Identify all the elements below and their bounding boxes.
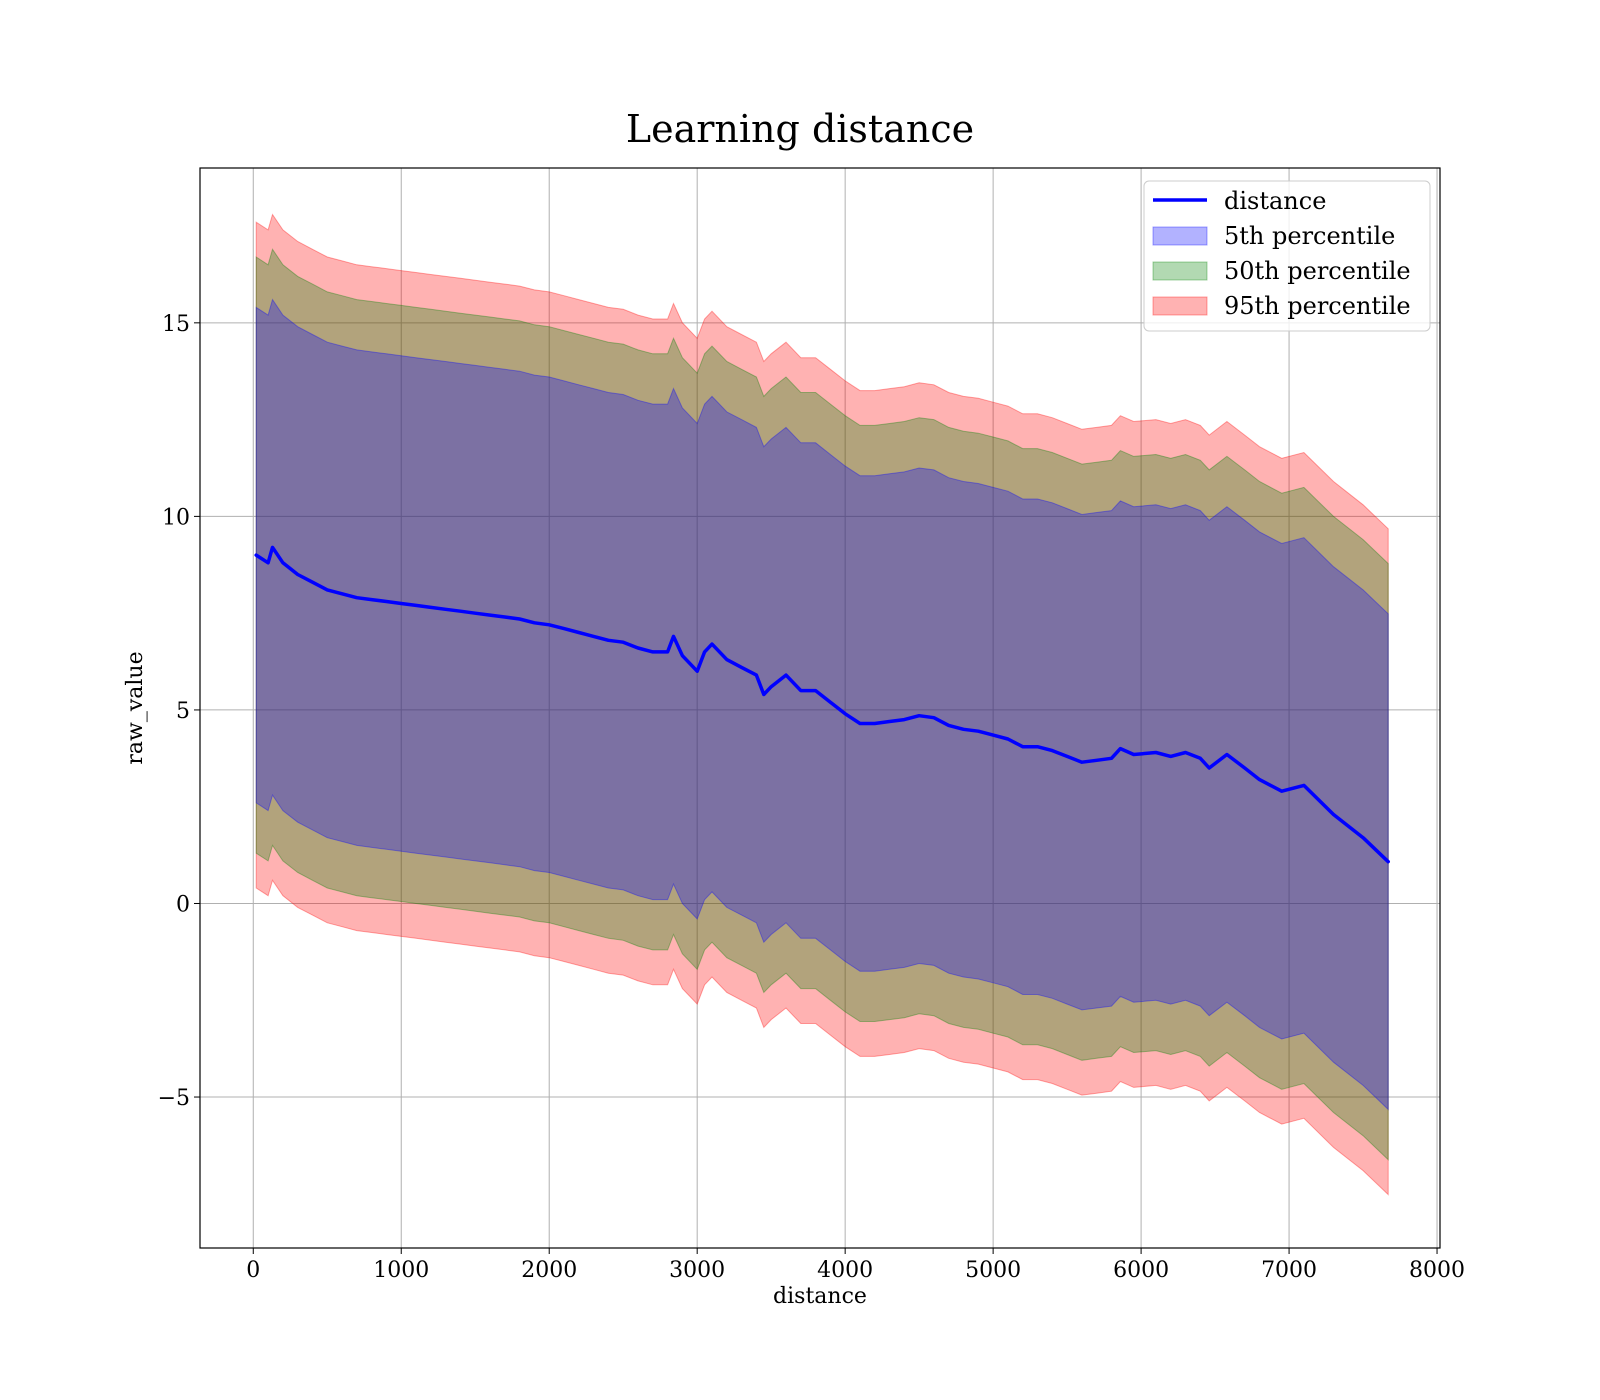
y-tick-label: 0	[176, 892, 190, 917]
legend-label-95th: 95th percentile	[1224, 292, 1411, 320]
legend-frame	[1143, 180, 1431, 332]
legend-label-50th: 50th percentile	[1224, 257, 1411, 285]
y-axis-label: raw_value	[123, 651, 148, 764]
x-tick-label: 1000	[373, 1258, 429, 1283]
x-axis-label: distance	[773, 1284, 867, 1309]
x-tick-label: 7000	[1261, 1258, 1317, 1283]
distance-line-layer	[254, 545, 1390, 864]
legend-label-distance: distance	[1224, 187, 1326, 215]
axis-ticks: 0 1000 2000 3000 4000 5000 6000 7000 8000 −5 0 5 10 1…	[158, 312, 1465, 1283]
band-95th-percentile	[255, 213, 1389, 1196]
x-tick-label: 0	[246, 1258, 260, 1283]
distance-line	[254, 545, 1390, 864]
band-50th-percentile	[255, 248, 1389, 1161]
x-tick-label: 2000	[521, 1258, 577, 1283]
band-5th-percentile	[255, 298, 1389, 1111]
y-tick-label: −5	[158, 1086, 190, 1111]
y-tick-label: 15	[162, 312, 190, 337]
plot-frame	[199, 167, 1441, 1249]
grid	[200, 168, 1440, 1248]
percentile-bands	[255, 213, 1389, 1196]
legend-swatch-50th	[1152, 261, 1208, 281]
x-tick-label: 8000	[1409, 1258, 1465, 1283]
legend-swatch-95th	[1152, 296, 1208, 316]
legend-label-5th: 5th percentile	[1224, 222, 1395, 250]
x-tick-label: 3000	[669, 1258, 725, 1283]
chart-title: Learning distance	[626, 107, 974, 151]
x-tick-label: 6000	[1113, 1258, 1169, 1283]
legend-swatch-5th	[1152, 226, 1208, 246]
y-tick-label: 5	[176, 699, 190, 724]
legend: distance 5th percentile 50th percentile …	[1143, 180, 1431, 332]
y-tick-label: 10	[162, 505, 190, 530]
x-tick-label: 4000	[817, 1258, 873, 1283]
x-tick-label: 5000	[965, 1258, 1021, 1283]
